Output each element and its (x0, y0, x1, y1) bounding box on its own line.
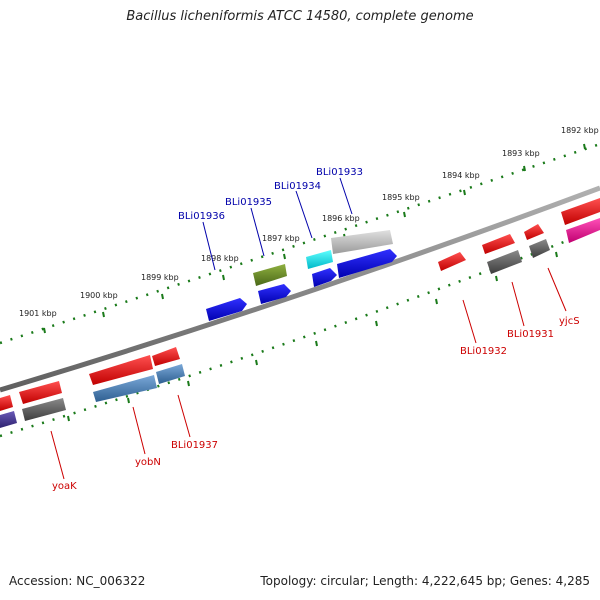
gene-label: BLi01933 (316, 167, 363, 178)
gene-label: BLi01931 (507, 329, 554, 340)
gene-arrow-grey (22, 398, 66, 421)
tick-label: 1898 kbp (201, 254, 239, 263)
gene-arrow-lightgrey (331, 230, 393, 254)
gene-arrow-steelblue (156, 364, 185, 384)
gene-label: yobN (135, 457, 161, 468)
gene-arrow-blue (258, 284, 291, 304)
gene-arrow-steelblue (93, 375, 157, 402)
tick-label: 1896 kbp (322, 214, 360, 223)
top-leader-lines (202, 177, 353, 271)
gene-label: BLi01934 (274, 181, 321, 192)
gene-arrow-cyan (306, 250, 333, 269)
gene-arrow-purple (0, 411, 17, 428)
genome-backbone (0, 185, 600, 393)
forward-strand-features (206, 198, 600, 321)
gene-label: yjcS (559, 316, 580, 327)
tick-label: 1892 kbp (561, 126, 599, 135)
gene-arrow-pink (566, 218, 600, 243)
gene-arrow-red (0, 395, 13, 411)
gene-arrow-blue (206, 298, 247, 321)
bottom-gene-labels: yoaK yobN BLi01937 BLi01932 BLi01931 yjc… (52, 316, 580, 492)
gene-arrow-red (482, 234, 515, 254)
tick-label: 1897 kbp (262, 234, 300, 243)
gene-label: BLi01935 (225, 197, 272, 208)
top-gene-labels: BLi01936 BLi01935 BLi01934 BLi01933 (178, 167, 363, 222)
tick-label: 1893 kbp (502, 149, 540, 158)
bottom-leader-lines (50, 267, 567, 480)
major-ticks-lower (67, 251, 558, 422)
gene-label: BLi01937 (171, 440, 218, 451)
gene-arrow-red (19, 381, 62, 404)
gene-arrow-red (89, 355, 153, 385)
upper-tick-track (0, 142, 600, 345)
major-ticks-upper (43, 143, 586, 334)
gene-label: yoaK (52, 481, 77, 492)
gene-arrow-red (438, 252, 466, 271)
gene-arrow-red (524, 224, 544, 240)
accession-text: Accession: NC_006322 (9, 574, 146, 588)
tick-label: 1900 kbp (80, 291, 118, 300)
tick-label: 1895 kbp (382, 193, 420, 202)
lower-tick-track (0, 226, 600, 438)
gene-label: BLi01936 (178, 211, 225, 222)
tick-label: 1901 kbp (19, 309, 57, 318)
topology-text: Topology: circular; Length: 4,222,645 bp… (260, 574, 590, 588)
tick-label: 1894 kbp (442, 171, 480, 180)
gene-arrow-blue (312, 268, 337, 287)
reverse-strand-features (0, 347, 185, 428)
gene-label: BLi01932 (460, 346, 507, 357)
gene-arrow-blue (337, 249, 397, 278)
scale-labels: 1901 kbp 1900 kbp 1899 kbp 1898 kbp 1897… (19, 126, 599, 318)
map-title: Bacillus licheniformis ATCC 14580, compl… (126, 9, 474, 24)
gene-arrow-olive (253, 264, 287, 286)
gene-arrow-red (561, 198, 600, 225)
gene-arrow-red (152, 347, 180, 366)
gene-arrow-grey (487, 250, 522, 274)
tick-label: 1899 kbp (141, 273, 179, 282)
gene-arrow-grey (529, 239, 550, 258)
